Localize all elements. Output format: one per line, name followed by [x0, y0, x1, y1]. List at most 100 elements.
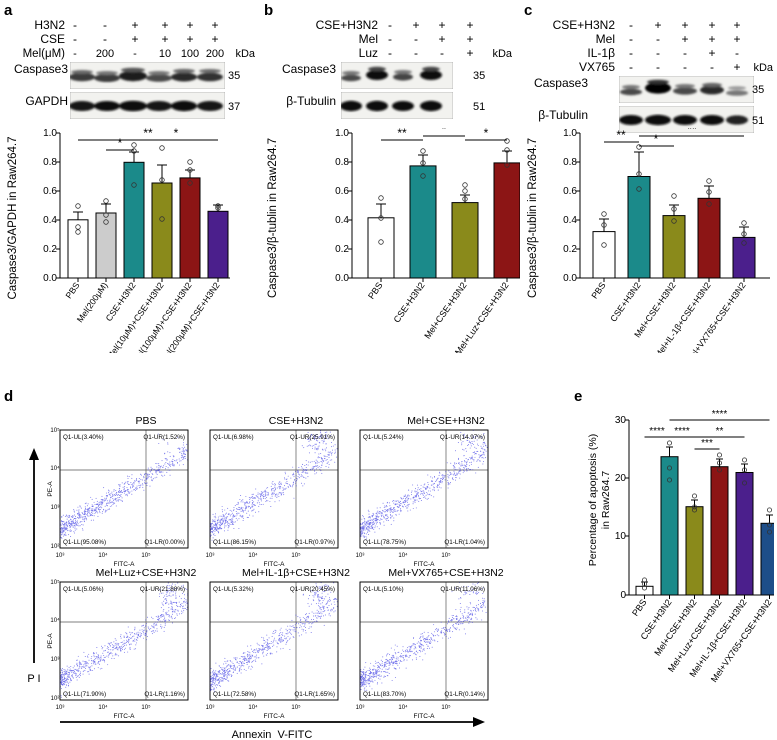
svg-text:+: +	[161, 18, 168, 32]
svg-text:-: -	[656, 46, 660, 60]
svg-text:+: +	[161, 32, 168, 46]
svg-text:Q1-LR(0.97%): Q1-LR(0.97%)	[294, 539, 335, 546]
svg-text:VX765: VX765	[579, 60, 615, 74]
svg-text:0.2: 0.2	[43, 244, 57, 255]
svg-text:Q1-UL(6.98%): Q1-UL(6.98%)	[213, 434, 254, 441]
svg-text:200: 200	[206, 48, 224, 60]
svg-text:10⁵: 10⁵	[141, 704, 151, 711]
svg-text:kDa: kDa	[235, 48, 255, 60]
svg-text:Annexin V-FITC: Annexin V-FITC	[232, 729, 313, 740]
svg-text:10³: 10³	[51, 505, 60, 511]
svg-text:+: +	[438, 32, 445, 46]
svg-text:Q1-LR(0.14%): Q1-LR(0.14%)	[444, 691, 485, 698]
svg-text:-: -	[656, 32, 660, 46]
svg-text:+: +	[708, 32, 715, 46]
svg-text:10: 10	[159, 48, 171, 60]
svg-text:10³: 10³	[56, 705, 65, 711]
svg-text:CSE: CSE	[40, 32, 65, 46]
svg-text:Q1-LL(86.15%): Q1-LL(86.15%)	[213, 539, 256, 546]
svg-text:10⁴: 10⁴	[398, 704, 408, 711]
svg-text:10⁵: 10⁵	[441, 552, 451, 559]
svg-text:*: *	[118, 136, 123, 150]
svg-text:Q1-LR(0.00%): Q1-LR(0.00%)	[144, 539, 185, 546]
svg-text:1.0: 1.0	[43, 128, 57, 139]
svg-text:Mel: Mel	[359, 32, 378, 46]
svg-text:****: ****	[712, 410, 728, 420]
svg-text:Mel+CSE+H3N2: Mel+CSE+H3N2	[422, 280, 468, 340]
svg-text:in Raw264.7: in Raw264.7	[600, 471, 612, 530]
svg-text:0.0: 0.0	[43, 273, 57, 284]
svg-text:+: +	[131, 32, 138, 46]
svg-text:IL-1β: IL-1β	[587, 46, 615, 60]
svg-text:CSE+H3N2: CSE+H3N2	[269, 415, 324, 427]
svg-text:Q1-UL(5.32%): Q1-UL(5.32%)	[213, 586, 254, 593]
svg-text:*: *	[174, 128, 179, 140]
svg-text:Q1-UR(14.97%): Q1-UR(14.97%)	[440, 434, 485, 441]
svg-text:+: +	[186, 32, 193, 46]
svg-text:-: -	[73, 32, 77, 46]
svg-text:FITC-A: FITC-A	[114, 713, 136, 720]
svg-text:+: +	[412, 18, 419, 32]
svg-text:****: ****	[649, 426, 665, 437]
svg-text:-: -	[629, 46, 633, 60]
svg-text:CSE+H3N2: CSE+H3N2	[316, 18, 379, 32]
svg-text:-: -	[388, 46, 392, 60]
svg-text:-: -	[414, 46, 418, 60]
svg-text:10⁴: 10⁴	[248, 552, 258, 559]
svg-text:PBS: PBS	[135, 415, 156, 427]
svg-text:***: ***	[701, 438, 713, 449]
svg-text:Q1-LR(1.04%): Q1-LR(1.04%)	[444, 539, 485, 546]
svg-text:-: -	[388, 32, 392, 46]
svg-text:****: ****	[674, 426, 690, 437]
svg-text:-: -	[73, 18, 77, 32]
svg-text:Q1-LL(83.70%): Q1-LL(83.70%)	[363, 691, 406, 698]
svg-text:-: -	[735, 46, 739, 60]
svg-text:+: +	[131, 18, 138, 32]
svg-text:-: -	[656, 60, 660, 74]
svg-text:*: *	[484, 128, 489, 140]
svg-text:**: **	[687, 128, 697, 136]
svg-text:Q1-UR(20.45%): Q1-UR(20.45%)	[290, 586, 335, 593]
svg-text:FITC-A: FITC-A	[264, 713, 286, 720]
svg-text:CSE+H3N2: CSE+H3N2	[608, 280, 642, 323]
svg-text:0.4: 0.4	[563, 215, 577, 226]
svg-text:Q1-LL(95.08%): Q1-LL(95.08%)	[63, 539, 106, 546]
svg-text:Q1-LL(72.58%): Q1-LL(72.58%)	[213, 691, 256, 698]
svg-text:Q1-UR(11.06%): Q1-UR(11.06%)	[440, 586, 485, 593]
svg-text:Mel+VX765+CSE+H3N2: Mel+VX765+CSE+H3N2	[388, 567, 503, 579]
svg-text:-: -	[414, 32, 418, 46]
svg-text:-: -	[103, 32, 107, 46]
svg-text:10²: 10²	[51, 544, 60, 550]
svg-text:**: **	[397, 128, 407, 140]
svg-text:+: +	[466, 32, 473, 46]
svg-text:0.8: 0.8	[563, 157, 577, 168]
svg-text:100: 100	[181, 48, 199, 60]
svg-text:10⁴: 10⁴	[50, 465, 60, 472]
svg-text:FITC-A: FITC-A	[414, 713, 436, 720]
svg-text:10⁵: 10⁵	[141, 552, 151, 559]
svg-text:10⁵: 10⁵	[50, 427, 60, 434]
svg-text:Mel: Mel	[596, 32, 615, 46]
svg-text:PE-A: PE-A	[47, 633, 54, 649]
svg-text:-: -	[683, 46, 687, 60]
svg-text:Caspase3/β-tublin in Raw264.7: Caspase3/β-tublin in Raw264.7	[267, 138, 279, 298]
svg-text:+: +	[681, 32, 688, 46]
svg-text:Q1-LR(1.16%): Q1-LR(1.16%)	[144, 691, 185, 698]
svg-text:1.0: 1.0	[335, 128, 349, 139]
svg-text:+: +	[466, 46, 473, 60]
svg-text:-: -	[629, 18, 633, 32]
svg-text:10⁵: 10⁵	[50, 579, 60, 586]
svg-text:0.2: 0.2	[563, 244, 577, 255]
svg-text:+: +	[681, 18, 688, 32]
svg-text:*: *	[442, 128, 447, 136]
svg-text:PE-A: PE-A	[47, 481, 54, 497]
svg-text:Caspase3/β-tublin in Raw264.7: Caspase3/β-tublin in Raw264.7	[527, 138, 539, 298]
svg-text:+: +	[186, 18, 193, 32]
svg-text:30: 30	[615, 415, 627, 426]
svg-text:Percentage of apoptosis (%): Percentage of apoptosis (%)	[587, 434, 599, 567]
svg-text:10²: 10²	[51, 696, 60, 702]
svg-text:H3N2: H3N2	[34, 18, 65, 32]
svg-text:Mel+CSE+H3N2: Mel+CSE+H3N2	[407, 415, 485, 427]
svg-text:+: +	[708, 46, 715, 60]
svg-text:10³: 10³	[51, 657, 60, 663]
